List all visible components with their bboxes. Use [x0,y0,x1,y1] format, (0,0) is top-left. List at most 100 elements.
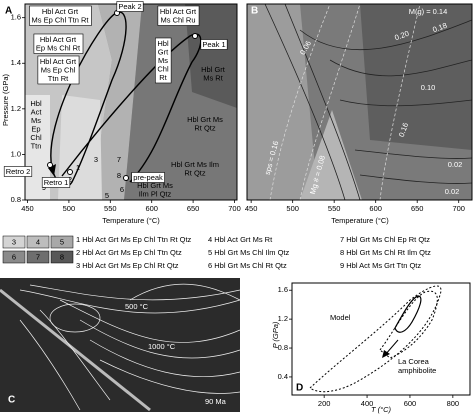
isopleth-label: 0.10 [421,83,436,92]
x-tick-label: 700 [452,204,465,213]
field-label: Ilm Pl Qtz [139,189,172,198]
isotherm-label: 500 °C [125,302,149,311]
y-tick-label: 1.6 [278,285,288,294]
field-label: Ms [158,56,168,65]
legend-item: 4 Hbl Act Grt Ms Rt [208,235,273,244]
legend-swatch-label: 5 [60,237,64,246]
isotherm [19,283,241,411]
x-tick-label: 450 [245,204,258,213]
point-label: Retro 1 [44,178,69,187]
field-number: 5 [105,191,109,200]
field-number: 7 [117,155,121,164]
frame [291,282,471,396]
x-tick-label: 650 [187,204,200,213]
label-box [131,172,165,183]
model-field [379,290,438,359]
isopleth-label: 0.02 [448,160,463,169]
pt-point [47,162,53,168]
isopleth-label: M(g) = 0.14 [409,7,448,16]
legend-swatch [50,235,74,249]
pt-path [61,33,202,183]
field [360,4,472,150]
model-field [309,285,442,393]
legend-item: 6 Hbl Grt Ms Chl Rt Qtz [208,261,287,270]
legend-item: 7 Hbl Grt Ms Chl Ep Rt Qtz [340,235,430,244]
frame [246,3,473,201]
field [300,110,362,200]
x-tick-label: 700 [228,204,241,213]
field-label: Chl [157,64,169,73]
x-tick-label: 600 [145,204,158,213]
x-tick-label: 550 [104,204,117,213]
point-label: Peak 1 [202,40,225,49]
field-label: Rt [159,73,167,82]
legend-item: 9 Hbl Act Ms Grt Ttn Qtz [340,261,421,270]
pt-path [394,295,422,333]
field-label: Ms Chl Ru [160,15,195,24]
x-axis-label: T (°C) [371,405,392,414]
annotation: Model [330,313,351,322]
label-box [37,55,80,85]
y-tick-label: 1.6 [11,13,21,22]
label-box [3,166,33,177]
label-box [33,33,84,54]
field [185,4,237,108]
y-tick-label: 0.8 [278,343,288,352]
y-axis-label: P (GPa) [271,321,280,348]
field-label: Grt [158,47,169,56]
field-label: Ms Ep Chl Ttn Rt [32,15,90,24]
field [247,4,318,200]
isotherm-label: 1000 °C [148,342,176,351]
legend-item: 2 Hbl Act Grt Ms Ep Chl Ttn Qtz [76,248,182,257]
slab [0,288,151,412]
age-label: 90 Ma [205,397,227,406]
panel-letter: A [5,6,12,17]
label-box [155,37,172,84]
y-tick-label: 0.8 [11,195,21,204]
x-tick-label: 200 [318,399,331,408]
field-label: Hbl Grt [201,65,226,74]
field-label: Hbl Act Grt [40,35,77,44]
field-label: Hbl Act Grt [160,7,197,16]
y-tick-label: 1.0 [11,149,21,158]
field-label: Ms Rt [203,73,223,82]
point-label: Peak 2 [118,2,141,11]
legend-item: 5 Hbl Grt Ms Chl Ilm Qtz [208,248,290,257]
field-number: 6 [120,185,124,194]
panel-letter: B [251,6,258,17]
field-label: Rt Qtz [184,168,206,177]
field-label: Hbl Grt Ms Ilm [171,160,219,169]
y-tick-label: 1.2 [278,314,288,323]
field-label: Hbl Act Grt [42,7,79,16]
legend-swatch-label: 8 [60,252,64,261]
field-label: Ttn Rt [48,74,69,83]
legend-swatch [2,235,26,249]
isopleth [269,3,421,201]
pt-point [67,169,73,175]
label-box [157,5,200,26]
field-number: 1 [76,163,80,172]
legend-swatch [26,250,50,264]
field-label: Ep Ms Chl Rt [36,43,81,52]
y-axis-label: Pressure (GPa) [1,73,10,126]
field [92,4,142,200]
legend-swatch-label: 3 [12,237,16,246]
x-tick-label: 500 [63,204,76,213]
field-label: Rt Qtz [194,123,216,132]
legend-swatch-label: 7 [36,252,40,261]
label-box [200,39,228,50]
field-label: Hbl Grt Ms [137,181,173,190]
field-label: Act [31,107,43,116]
panel-letter: D [296,383,303,394]
field-label: Ttn [31,141,42,150]
arrow [382,350,390,358]
label-box [29,5,92,26]
legend-swatch [26,235,50,249]
panel-c [0,278,241,412]
x-tick-label: 600 [369,204,382,213]
annotation: amphibolite [398,366,436,375]
field-label: Hbl Grt Ms [187,115,223,124]
field-label: Hbl [157,39,169,48]
x-tick-label: 650 [411,204,424,213]
